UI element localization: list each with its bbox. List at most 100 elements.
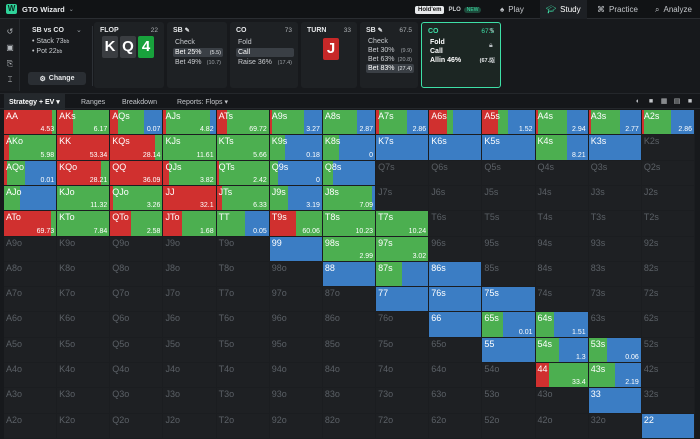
hand-cell-j3o[interactable]: J3o xyxy=(163,388,217,414)
hand-cell-94o[interactable]: 94o xyxy=(269,363,323,389)
hand-cell-q6o[interactable]: Q6o xyxy=(110,312,164,338)
co-turn-option-fold[interactable]: Fold xyxy=(428,38,496,47)
hand-cell-t3o[interactable]: T3o xyxy=(216,388,270,414)
hand-cell-ats[interactable]: ATs 69.72 xyxy=(216,110,270,136)
hand-cell-93o[interactable]: 93o xyxy=(269,388,323,414)
hand-cell-t8s[interactable]: T8s 10.23 xyxy=(322,211,377,237)
hand-cell-t5s[interactable]: T5s xyxy=(482,211,536,237)
hand-cell-t2o[interactable]: T2o xyxy=(216,413,270,439)
hand-cell-t2s[interactable]: T2s xyxy=(641,211,695,237)
contrast-icon[interactable]: ◐ xyxy=(635,98,641,105)
hand-cell-j5o[interactable]: J5o xyxy=(163,337,217,364)
grid-view-icon[interactable]: ▦ xyxy=(660,98,668,105)
hand-cell-33[interactable]: 33 xyxy=(588,388,642,414)
columns-icon[interactable]: ◫ xyxy=(489,57,496,64)
square-icon[interactable]: ■ xyxy=(687,98,693,105)
hand-cell-a3o[interactable]: A3o xyxy=(4,388,58,414)
hand-cell-65o[interactable]: 65o xyxy=(429,337,483,364)
hand-cell-kjs[interactable]: KJs 11.61 xyxy=(163,135,217,161)
hand-cell-t9o[interactable]: T9o xyxy=(216,236,270,262)
hand-cell-k8s[interactable]: K8s 0 xyxy=(322,135,377,161)
co-flop-option-fold[interactable]: Fold xyxy=(236,38,294,47)
hand-cell-32s[interactable]: 32s xyxy=(641,388,695,414)
hand-cell-q5s[interactable]: Q5s xyxy=(482,160,536,186)
hand-cell-aa[interactable]: AA 4.53 xyxy=(4,110,58,136)
hand-cell-j7s[interactable]: J7s xyxy=(376,185,430,212)
hand-cell-83o[interactable]: 83o xyxy=(322,388,377,414)
hand-cell-k9s[interactable]: K9s 0.18 xyxy=(269,135,323,161)
hand-cell-j9s[interactable]: J9s 3.19 xyxy=(269,185,323,212)
pencil-icon[interactable]: ✎ xyxy=(489,28,495,35)
hand-cell-j4o[interactable]: J4o xyxy=(163,363,217,389)
hand-cell-j7o[interactable]: J7o xyxy=(163,287,217,313)
hand-cell-jto[interactable]: JTo 1.68 xyxy=(163,211,217,237)
co-flop-option-call[interactable]: Call xyxy=(236,48,294,57)
hand-cell-42s[interactable]: 42s xyxy=(641,363,695,389)
hand-cell-t7o[interactable]: T7o xyxy=(216,287,270,313)
export-icon[interactable]: ⎘ xyxy=(6,59,14,68)
hand-cell-72s[interactable]: 72s xyxy=(641,287,695,313)
hand-cell-ajs[interactable]: AJs 4.82 xyxy=(163,110,217,136)
hand-cell-74s[interactable]: 74s xyxy=(535,287,589,313)
hand-cell-a9o[interactable]: A9o xyxy=(4,236,58,262)
hand-cell-92s[interactable]: 92s xyxy=(641,236,695,262)
hand-cell-95s[interactable]: 95s xyxy=(482,236,536,262)
co-flop-option-raise[interactable]: Raise 36% (17.4) xyxy=(236,58,294,67)
list-view-icon[interactable]: ▤ xyxy=(673,98,681,105)
logo[interactable]: W GTO Wizard ⌄ xyxy=(6,4,74,14)
hand-cell-a7o[interactable]: A7o xyxy=(4,287,58,313)
hand-cell-k9o[interactable]: K9o xyxy=(57,236,111,262)
hand-cell-96o[interactable]: 96o xyxy=(269,312,323,338)
hand-cell-qts[interactable]: QTs 2.42 xyxy=(216,160,270,186)
sb-turn-option-bet83[interactable]: Bet 83% (27.4) xyxy=(366,64,414,73)
nav-analyze[interactable]: ⌕ Analyze xyxy=(655,0,692,19)
hand-cell-64s[interactable]: 64s 1.51 xyxy=(535,312,589,338)
sb-flop-option-check[interactable]: Check xyxy=(173,38,223,47)
hand-cell-75o[interactable]: 75o xyxy=(376,337,430,364)
save-icon[interactable]: ▣ xyxy=(6,43,14,52)
hand-cell-k4s[interactable]: K4s 8.21 xyxy=(535,135,589,161)
lock-icon[interactable]: 🔒︎ xyxy=(489,42,493,49)
hand-cell-k7s[interactable]: K7s xyxy=(376,135,430,161)
sb-turn-option-check[interactable]: Check xyxy=(366,37,414,46)
co-turn-option-call[interactable]: Call xyxy=(428,47,496,56)
hand-cell-a5s[interactable]: A5s 1.52 xyxy=(482,110,536,136)
hand-cell-ako[interactable]: AKo 5.98 xyxy=(4,135,58,161)
turn-panel[interactable]: TURN 33 J xyxy=(301,22,357,88)
change-button[interactable]: ⚙ Change xyxy=(28,72,86,85)
hand-cell-qjs[interactable]: QJs 3.82 xyxy=(163,160,217,186)
hand-cell-95o[interactable]: 95o xyxy=(269,337,323,364)
hand-cell-a6s[interactable]: A6s xyxy=(429,110,483,136)
hand-cell-j6s[interactable]: J6s xyxy=(429,185,483,212)
hand-cell-a8s[interactable]: A8s 2.87 xyxy=(322,110,377,136)
hand-cell-74o[interactable]: 74o xyxy=(376,363,430,389)
hand-cell-99[interactable]: 99 xyxy=(269,236,323,262)
hand-cell-kk[interactable]: KK 53.34 xyxy=(57,135,111,161)
hand-cell-a5o[interactable]: A5o xyxy=(4,337,58,364)
hand-cell-62o[interactable]: 62o xyxy=(429,413,483,439)
nav-play[interactable]: ♠ Play xyxy=(500,0,524,19)
hand-cell-aks[interactable]: AKs 6.17 xyxy=(57,110,111,136)
hand-cell-t8o[interactable]: T8o xyxy=(216,261,270,288)
hand-cell-jts[interactable]: JTs 6.33 xyxy=(216,185,270,212)
hand-cell-q9o[interactable]: Q9o xyxy=(110,236,164,262)
hand-cell-75s[interactable]: 75s xyxy=(482,287,536,313)
hand-cell-t9s[interactable]: T9s 60.06 xyxy=(269,211,323,237)
hand-cell-a4o[interactable]: A4o xyxy=(4,363,58,389)
hand-cell-j2s[interactable]: J2s xyxy=(641,185,695,212)
hand-cell-63s[interactable]: 63s xyxy=(588,312,642,338)
hand-cell-q5o[interactable]: Q5o xyxy=(110,337,164,364)
hand-cell-93s[interactable]: 93s xyxy=(588,236,642,262)
hand-cell-a4s[interactable]: A4s 2.94 xyxy=(535,110,589,136)
hand-cell-t7s[interactable]: T7s 10.24 xyxy=(376,211,430,237)
hand-cell-j8s[interactable]: J8s 7.09 xyxy=(322,185,377,212)
hand-cell-92o[interactable]: 92o xyxy=(269,413,323,439)
hand-cell-44[interactable]: 44 33.4 xyxy=(535,363,589,389)
hand-cell-ajo[interactable]: AJo xyxy=(4,185,58,212)
hand-cell-kts[interactable]: KTs 5.66 xyxy=(216,135,270,161)
hand-cell-53o[interactable]: 53o xyxy=(482,388,536,414)
hand-cell-k7o[interactable]: K7o xyxy=(57,287,111,313)
hand-cell-tt[interactable]: TT 0.05 xyxy=(216,211,270,237)
hand-cell-k2o[interactable]: K2o xyxy=(57,413,111,439)
pencil-icon[interactable]: ✎ xyxy=(377,28,383,34)
